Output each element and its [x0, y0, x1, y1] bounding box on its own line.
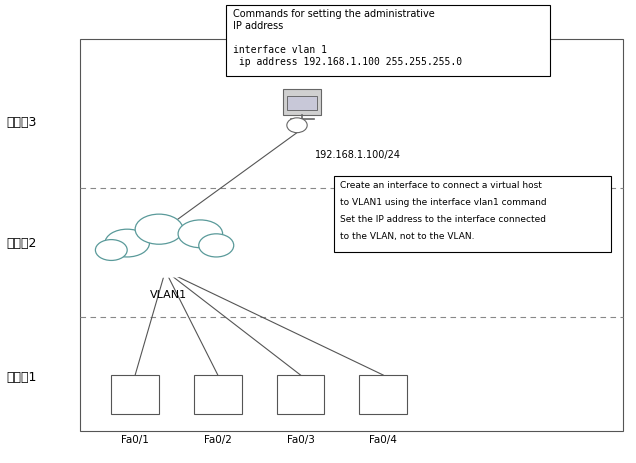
Text: 192.168.1.100/24: 192.168.1.100/24: [315, 150, 401, 160]
Text: レイヤ1: レイヤ1: [6, 371, 37, 384]
Bar: [80, 39, 623, 431]
Text: Fa0/1: Fa0/1: [121, 435, 149, 445]
Circle shape: [287, 118, 307, 132]
Ellipse shape: [95, 240, 127, 260]
Text: ip address 192.168.1.100 255.255.255.0: ip address 192.168.1.100 255.255.255.0: [233, 57, 462, 68]
Bar: [359, 375, 407, 414]
Ellipse shape: [198, 234, 234, 257]
Text: Fa0/3: Fa0/3: [287, 435, 314, 445]
Ellipse shape: [105, 229, 149, 257]
Text: レイヤ2: レイヤ2: [6, 237, 37, 250]
Text: VLAN1: VLAN1: [150, 290, 187, 300]
Bar: [283, 89, 321, 114]
Ellipse shape: [108, 236, 223, 278]
Text: レイヤ3: レイヤ3: [6, 116, 37, 129]
Bar: [111, 375, 159, 414]
Bar: [287, 96, 317, 110]
Text: Create an interface to connect a virtual host: Create an interface to connect a virtual…: [340, 181, 542, 190]
Text: Fa0/2: Fa0/2: [204, 435, 232, 445]
Bar: [277, 375, 324, 414]
Text: to the VLAN, not to the VLAN.: to the VLAN, not to the VLAN.: [340, 232, 474, 240]
Bar: [226, 5, 550, 76]
Bar: [194, 375, 242, 414]
Text: Fa0/4: Fa0/4: [370, 435, 397, 445]
Ellipse shape: [178, 220, 223, 248]
Text: interface vlan 1: interface vlan 1: [233, 45, 328, 56]
Ellipse shape: [135, 214, 183, 244]
Text: Commands for setting the administrative: Commands for setting the administrative: [233, 9, 435, 19]
Bar: [334, 176, 611, 252]
Text: Set the IP address to the interface connected: Set the IP address to the interface conn…: [340, 215, 546, 224]
Text: IP address: IP address: [233, 21, 284, 31]
Text: to VLAN1 using the interface vlan1 command: to VLAN1 using the interface vlan1 comma…: [340, 198, 547, 207]
